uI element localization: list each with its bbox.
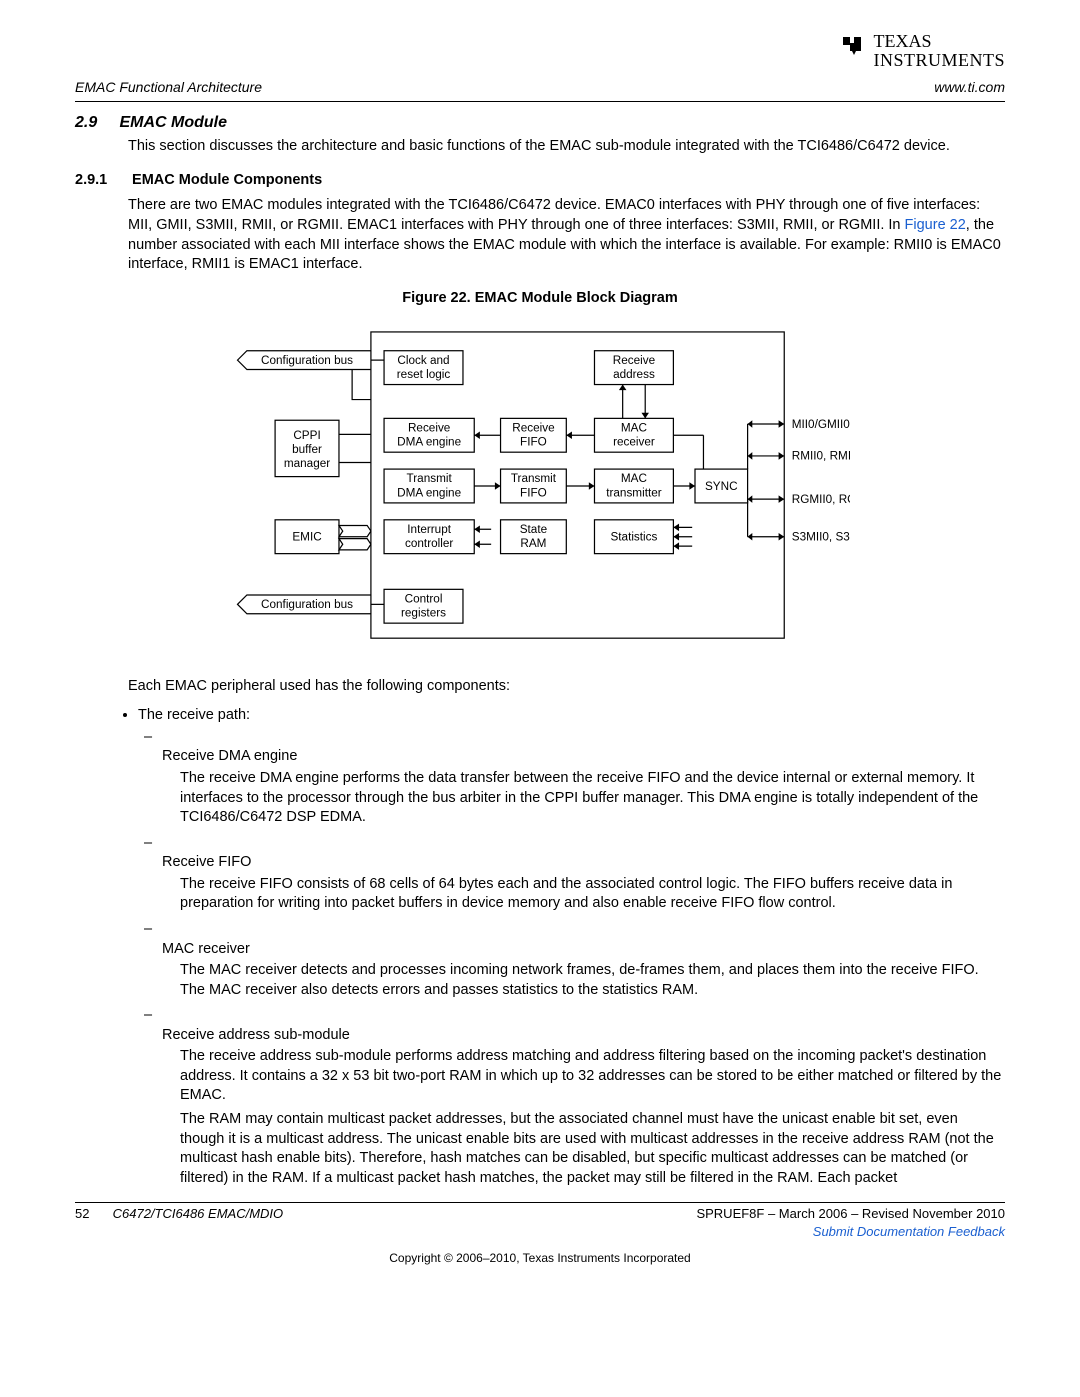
header-divider (75, 101, 1005, 102)
logo-line1: TEXAS (873, 31, 931, 51)
rx-fifo-title: Receive FIFO (162, 853, 1005, 873)
svg-text:manager: manager (284, 457, 330, 470)
svg-text:Receive: Receive (512, 422, 554, 435)
svg-text:DMA engine: DMA engine (397, 487, 461, 500)
mac-rx-item: MAC receiver The MAC receiver detects an… (162, 920, 1005, 1000)
svg-text:SYNC: SYNC (705, 480, 738, 493)
svg-text:MAC: MAC (621, 472, 648, 485)
components-intro: Each EMAC peripheral used has the follow… (128, 677, 1005, 697)
rx-dma-title: Receive DMA engine (162, 747, 1005, 767)
section-title: EMAC Module (119, 114, 227, 131)
rx-dma-item: Receive DMA engine The receive DMA engin… (162, 728, 1005, 828)
section-number: 2.9 (75, 112, 115, 134)
svg-text:State: State (520, 523, 547, 536)
svg-text:Transmit: Transmit (407, 472, 453, 485)
figure-22-link[interactable]: Figure 22 (905, 217, 966, 233)
svg-text:MII0/GMII0: MII0/GMII0 (792, 418, 850, 431)
rx-addr-item: Receive address sub-module The receive a… (162, 1006, 1005, 1188)
page-number: 52 (75, 1205, 109, 1223)
rx-addr-title: Receive address sub-module (162, 1026, 1005, 1046)
emac-block-diagram: Clock and reset logic Receive address Co… (75, 316, 1005, 663)
svg-text:reset logic: reset logic (397, 368, 451, 381)
svg-text:registers: registers (401, 607, 446, 620)
svg-text:Transmit: Transmit (511, 472, 557, 485)
components-paragraph: There are two EMAC modules integrated wi… (128, 196, 1005, 274)
svg-text:RAM: RAM (520, 537, 546, 550)
header-left: EMAC Functional Architecture (75, 78, 262, 97)
doc-name: C6472/TCI6486 EMAC/MDIO (113, 1206, 284, 1221)
mac-rx-body: The MAC receiver detects and processes i… (180, 961, 1005, 1000)
svg-text:Control: Control (405, 593, 443, 606)
svg-text:MAC: MAC (621, 422, 648, 435)
svg-text:Receive: Receive (613, 354, 655, 367)
svg-text:RMII0, RMII1: RMII0, RMII1 (792, 450, 850, 463)
copyright-line: Copyright © 2006–2010, Texas Instruments… (75, 1250, 1005, 1266)
receive-path-label: The receive path: (138, 707, 250, 723)
feedback-link[interactable]: Submit Documentation Feedback (813, 1224, 1005, 1239)
para1a: There are two EMAC modules integrated wi… (128, 197, 980, 233)
svg-text:DMA engine: DMA engine (397, 436, 461, 449)
svg-text:EMIC: EMIC (292, 531, 322, 544)
logo-line2: INSTRUMENTS (873, 50, 1005, 70)
svg-text:FIFO: FIFO (520, 487, 547, 500)
svg-text:controller: controller (405, 537, 453, 550)
svg-text:RGMII0, RGMII1: RGMII0, RGMII1 (792, 493, 850, 506)
ti-logo: TEXAS INSTRUMENTS (75, 32, 1005, 70)
rx-fifo-item: Receive FIFO The receive FIFO consists o… (162, 834, 1005, 914)
subsection-title: EMAC Module Components (132, 172, 322, 188)
svg-text:address: address (613, 368, 655, 381)
svg-text:Clock and: Clock and (397, 354, 449, 367)
figure-caption: Figure 22. EMAC Module Block Diagram (75, 289, 1005, 309)
ti-chip-icon (841, 34, 865, 56)
header-right: www.ti.com (934, 78, 1005, 97)
svg-text:Configuration bus: Configuration bus (261, 354, 353, 367)
footer-left: 52 C6472/TCI6486 EMAC/MDIO (75, 1205, 283, 1240)
intro-paragraph: This section discusses the architecture … (128, 137, 1005, 157)
svg-text:Configuration bus: Configuration bus (261, 598, 353, 611)
svg-text:buffer: buffer (292, 443, 322, 456)
rx-fifo-body: The receive FIFO consists of 68 cells of… (180, 875, 1005, 914)
rx-dma-body: The receive DMA engine performs the data… (180, 769, 1005, 828)
svg-text:receiver: receiver (613, 436, 655, 449)
footer-divider (75, 1202, 1005, 1203)
svg-text:Statistics: Statistics (610, 531, 657, 544)
mac-rx-title: MAC receiver (162, 940, 1005, 960)
svg-text:Receive: Receive (408, 422, 450, 435)
doc-id: SPRUEF8F – March 2006 – Revised November… (696, 1206, 1005, 1221)
svg-text:S3MII0, S3MII1: S3MII0, S3MII1 (792, 531, 850, 544)
svg-text:FIFO: FIFO (520, 436, 547, 449)
svg-text:transmitter: transmitter (606, 487, 662, 500)
subsection-number: 2.9.1 (75, 171, 128, 191)
svg-text:CPPI: CPPI (293, 429, 320, 442)
receive-path-bullet: The receive path: Receive DMA engine The… (138, 706, 1005, 1188)
rx-addr-body-1: The receive address sub-module performs … (180, 1047, 1005, 1106)
rx-addr-body-2: The RAM may contain multicast packet add… (180, 1110, 1005, 1188)
svg-text:Interrupt: Interrupt (407, 523, 451, 536)
